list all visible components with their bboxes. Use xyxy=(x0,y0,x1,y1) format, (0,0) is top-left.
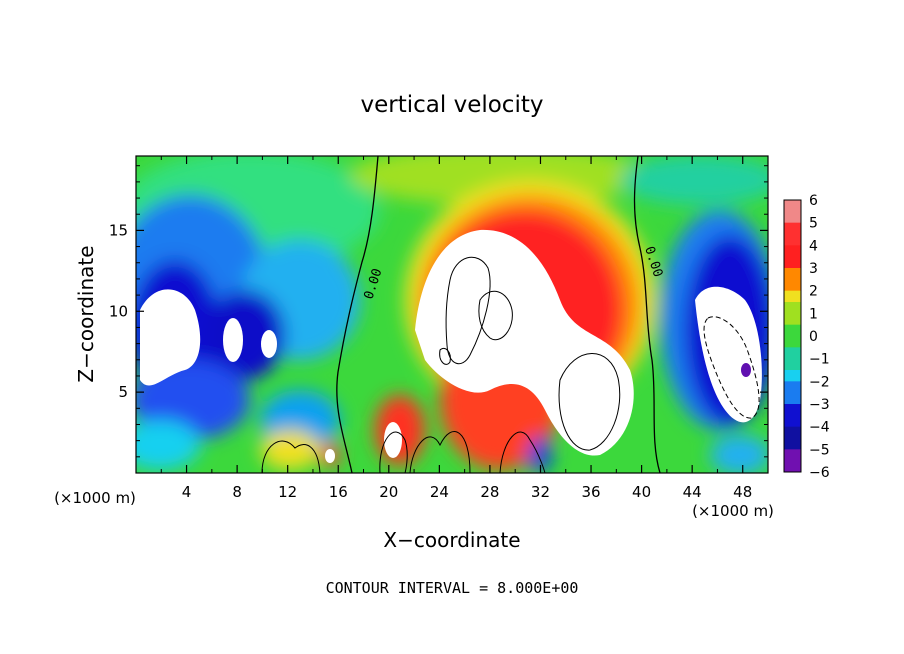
updraft-contour-3 xyxy=(558,353,621,451)
colorbar-label: 0 xyxy=(809,329,818,345)
colorbar: 6 5 4 3 2 1 0 −1 −2 −3 −4 −5 −6 xyxy=(783,193,830,481)
field-core xyxy=(261,330,277,358)
x-tick-label: 36 xyxy=(581,483,600,501)
field-core xyxy=(140,289,201,386)
updraft-contour-1 xyxy=(445,256,491,365)
field-blob xyxy=(710,435,768,473)
colorbar-label: 6 xyxy=(809,193,818,209)
x-tick-label: 12 xyxy=(278,483,297,501)
colorbar-label: −2 xyxy=(809,374,830,390)
field-blob xyxy=(260,430,320,470)
x-axis: 4 8 12 16 20 24 28 32 36 40 44 48 xyxy=(160,156,752,501)
y-axis: 5 10 15 xyxy=(109,165,768,458)
colorbar-swatch xyxy=(784,313,801,326)
colorbar-swatch xyxy=(784,415,801,428)
colorbar-label: 1 xyxy=(809,306,818,322)
colorbar-swatch xyxy=(784,347,801,360)
colorbar-swatch xyxy=(784,302,801,314)
downdraft-contour xyxy=(703,316,760,419)
colorbar-swatch xyxy=(784,426,801,439)
low-contour-2 xyxy=(379,431,408,473)
colorbar-swatch xyxy=(784,200,801,212)
y-axis-label: Z−coordinate xyxy=(74,245,98,382)
colorbar-swatch xyxy=(784,370,801,382)
colorbar-label: 4 xyxy=(809,238,818,254)
colorbar-label: −1 xyxy=(809,352,830,368)
x-tick-label: 40 xyxy=(632,483,651,501)
colorbar-swatch xyxy=(784,324,801,337)
x-tick-label: 24 xyxy=(430,483,449,501)
updraft-contour-4 xyxy=(439,347,451,365)
low-contour-3 xyxy=(409,431,471,473)
colorbar-label: 3 xyxy=(809,261,818,277)
field-blob xyxy=(136,420,200,470)
colorbar-label: −3 xyxy=(809,397,830,413)
colorbar-label: −6 xyxy=(809,465,830,481)
colorbar-swatch xyxy=(784,449,801,462)
colorbar-swatch xyxy=(784,211,801,224)
x-tick-label: 48 xyxy=(733,483,752,501)
colorbar-swatch xyxy=(784,222,801,235)
plot-frame xyxy=(135,155,769,474)
y-tick-label: 5 xyxy=(118,383,128,401)
contour-lines xyxy=(261,156,760,473)
field-core xyxy=(415,229,634,456)
colorbar-swatch xyxy=(784,392,801,405)
field-blob xyxy=(136,360,250,440)
x-tick-label: 16 xyxy=(329,483,348,501)
x-tick-label: 28 xyxy=(480,483,499,501)
x-tick-label: 8 xyxy=(232,483,242,501)
colorbar-swatch xyxy=(784,234,801,246)
low-contour-1 xyxy=(261,440,321,473)
field-core xyxy=(325,449,335,463)
x-axis-label: X−coordinate xyxy=(383,528,520,552)
field-cores xyxy=(140,229,762,463)
colorbar-swatch xyxy=(784,336,801,348)
field-core xyxy=(384,422,402,458)
field-blob xyxy=(620,156,768,205)
colorbar-label: 5 xyxy=(809,216,818,232)
colorbar-frame xyxy=(783,199,802,473)
field-core xyxy=(223,318,243,362)
colorbar-label: 2 xyxy=(809,284,818,300)
colorbar-swatch xyxy=(784,381,801,394)
colorbar-swatch xyxy=(784,245,801,258)
colorbar-swatch xyxy=(784,438,801,450)
colorbar-swatch xyxy=(784,256,801,269)
field-core xyxy=(695,286,762,423)
contour-interval-note: CONTOUR INTERVAL = 8.000E+00 xyxy=(326,579,579,597)
x-tick-label: 4 xyxy=(182,483,192,501)
x-unit-left: (×1000 m) xyxy=(54,489,136,507)
y-tick-label: 15 xyxy=(109,221,128,239)
colorbar-label: −5 xyxy=(809,442,830,458)
zero-contour-left xyxy=(336,156,379,473)
colorbar-swatch xyxy=(784,404,801,416)
x-tick-label: 44 xyxy=(683,483,702,501)
zero-contour-right xyxy=(633,156,661,473)
updraft-contour-2 xyxy=(478,290,513,341)
colorbar-swatch xyxy=(784,290,801,303)
field-blob xyxy=(205,290,285,380)
low-contour-4 xyxy=(499,431,546,473)
plot-area xyxy=(136,156,768,473)
y-tick-label: 10 xyxy=(109,302,128,320)
colorbar-label: −4 xyxy=(809,420,830,436)
colorbar-swatch xyxy=(784,279,801,292)
colorbar-swatch xyxy=(784,460,801,473)
chart-title: vertical velocity xyxy=(361,92,544,118)
colorbar-swatch xyxy=(784,268,801,280)
x-tick-label: 20 xyxy=(379,483,398,501)
colorbar-swatch xyxy=(784,358,801,371)
field-core xyxy=(741,363,751,377)
x-unit-right: (×1000 m) xyxy=(692,502,774,520)
x-tick-label: 32 xyxy=(531,483,550,501)
field-core xyxy=(532,356,544,374)
